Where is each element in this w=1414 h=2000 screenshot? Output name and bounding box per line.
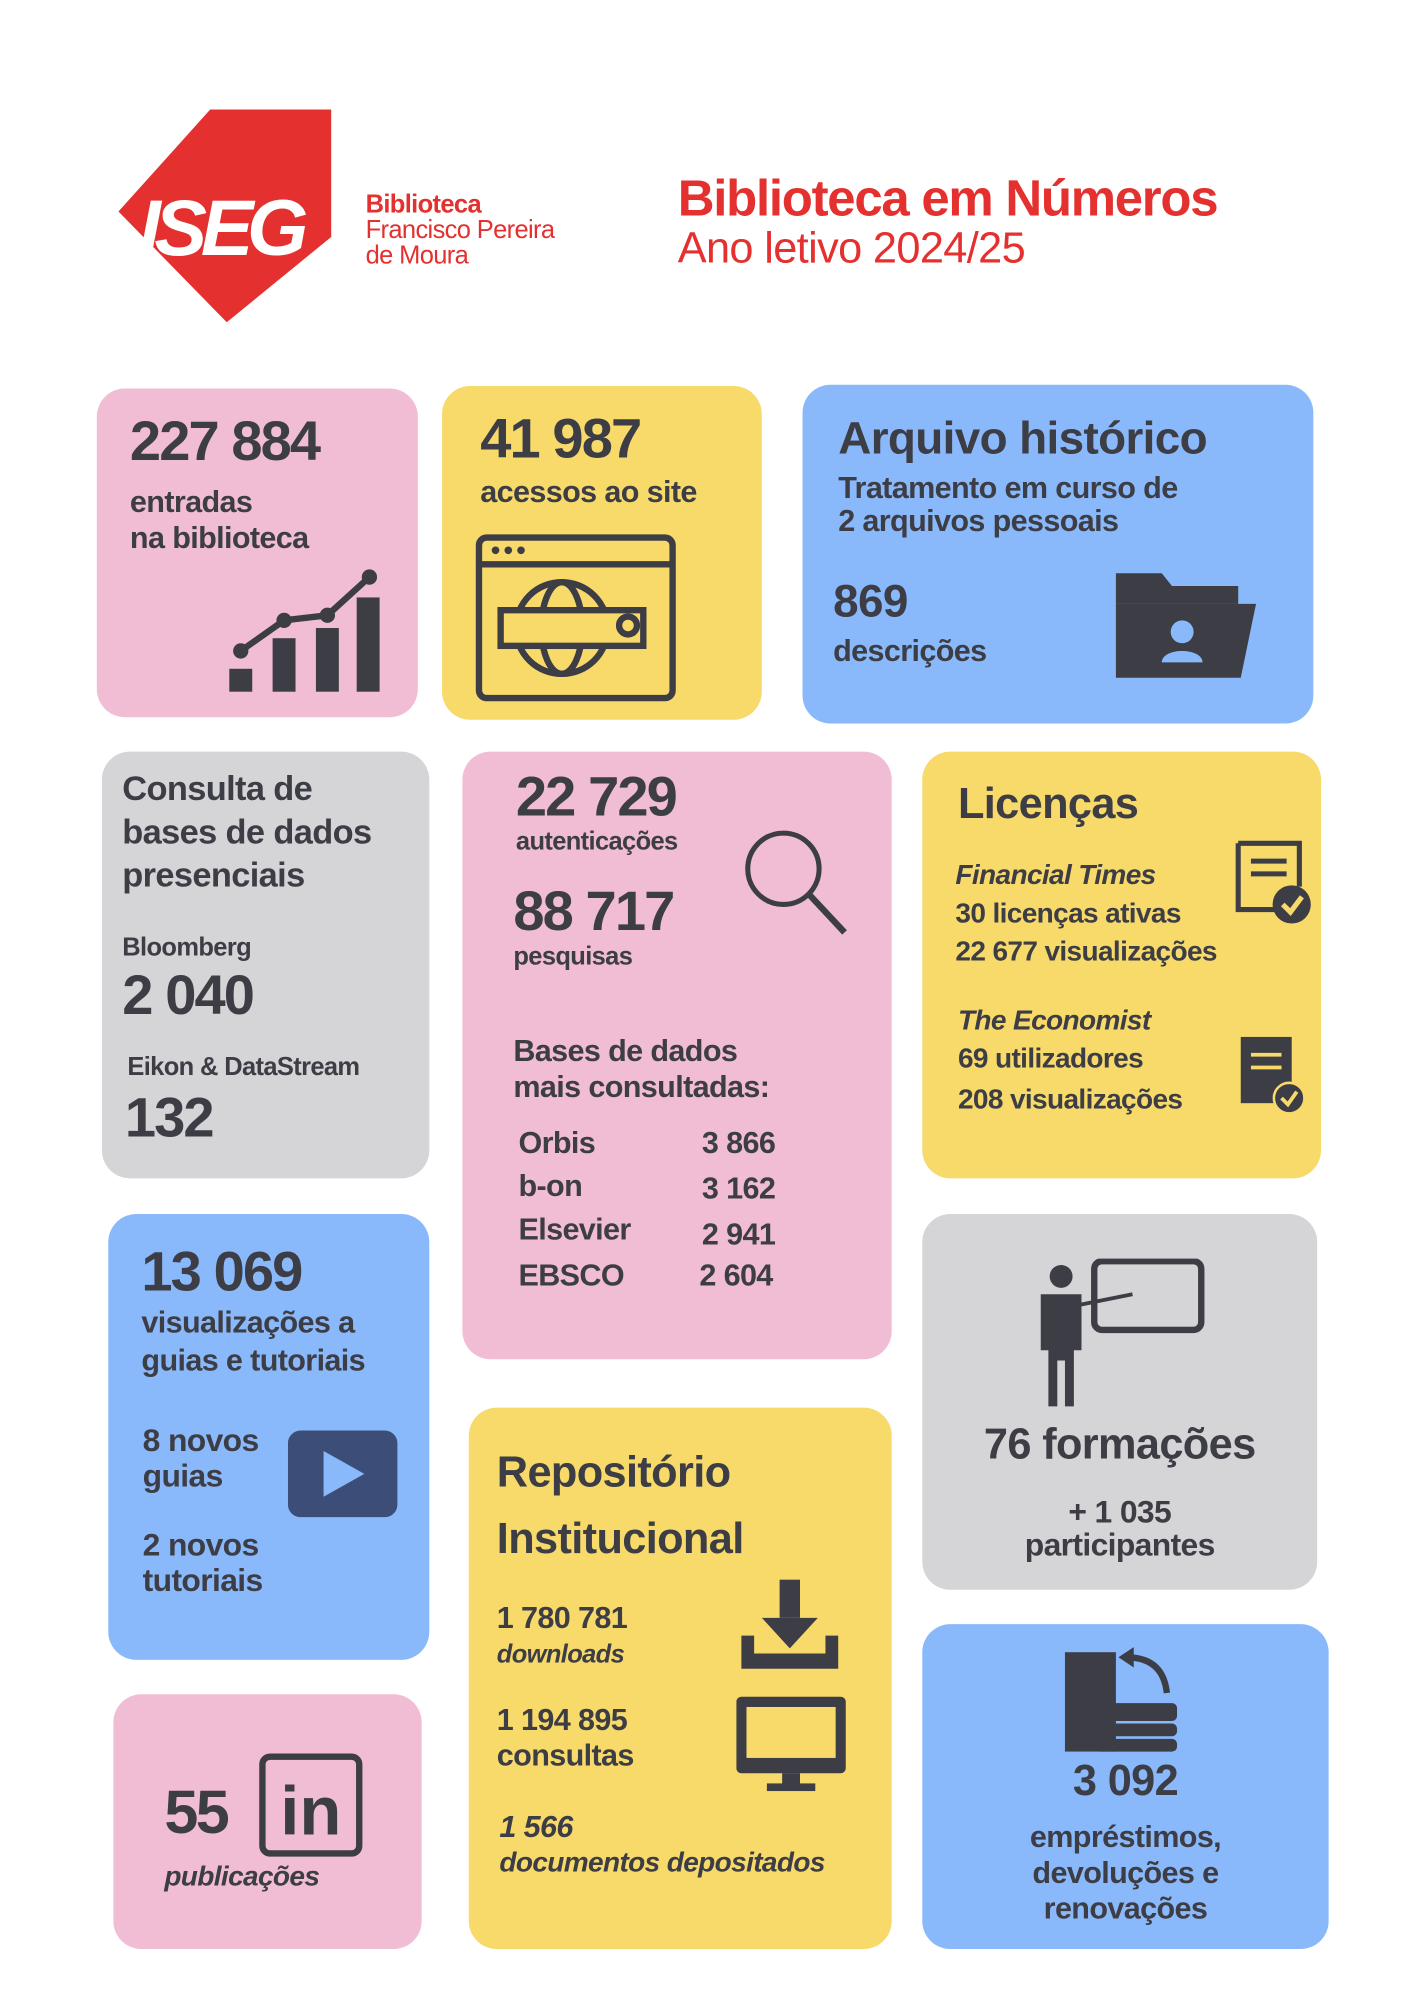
new-type: guias [142, 1458, 224, 1495]
logo: ISEG [118, 109, 332, 323]
subtitle: Ano letivo 2024/25 [677, 224, 1026, 273]
label: guias e tutoriais [141, 1343, 366, 1379]
text: Tratamento em curso de [838, 471, 1178, 506]
library-name: Biblioteca [365, 191, 482, 220]
label: acessos ao site [480, 475, 697, 510]
title: bases de dados [122, 812, 372, 851]
db-value: 2 941 [701, 1217, 776, 1253]
value: 1 780 781 [496, 1601, 628, 1636]
card-training: 76 formações + 1 035 participantes [922, 1213, 1318, 1590]
card-licences: Licenças Financial Times 30 licenças ati… [922, 751, 1322, 1179]
label: documentos depositados [499, 1845, 825, 1878]
licence-line: 22 677 visualizações [955, 935, 1217, 967]
new-count: 2 novos [142, 1527, 260, 1564]
library-name: de Moura [365, 242, 469, 271]
card-guides: 13 069 visualizações a guias e tutoriais… [108, 1213, 430, 1660]
value: 869 [833, 574, 908, 627]
value: 1 566 [499, 1810, 573, 1845]
value: 227 884 [129, 410, 321, 473]
value: 55 [164, 1779, 229, 1848]
licence-line: 30 licenças ativas [955, 896, 1181, 929]
db-name: Elsevier [518, 1212, 631, 1248]
top-title: Bases de dados [513, 1034, 738, 1069]
licence-icon [1235, 840, 1311, 924]
label: pesquisas [513, 942, 633, 971]
licence-name: Financial Times [955, 858, 1156, 891]
card-loans: 3 092 empréstimos, devoluções e renovaçõ… [922, 1624, 1329, 1950]
value: 3 092 [1072, 1756, 1179, 1806]
db-name: b-on [518, 1169, 583, 1204]
value: 76 formações [983, 1420, 1256, 1469]
label: downloads [496, 1640, 625, 1669]
card-site: 41 987 acessos ao site [442, 385, 762, 720]
item-value: 132 [124, 1086, 215, 1150]
chart-icon [229, 569, 380, 692]
top-title: mais consultadas: [513, 1070, 770, 1105]
value: 88 717 [513, 880, 675, 943]
label: visualizações a [141, 1305, 355, 1341]
db-value: 2 604 [699, 1258, 773, 1293]
card-searches: 22 729 autenticações 88 717 pesquisas Ba… [462, 751, 892, 1360]
value: 13 069 [141, 1240, 303, 1304]
card-repository: Repositório Institucional 1 780 781 down… [468, 1407, 892, 1950]
search-icon [745, 830, 847, 935]
item-value: 2 040 [122, 964, 255, 1027]
db-value: 3 162 [701, 1171, 776, 1207]
card-entries: 227 884 entradas na biblioteca [96, 388, 418, 718]
label: renovações [1043, 1891, 1208, 1927]
participants: + 1 035 [1068, 1494, 1172, 1530]
download-icon [736, 1579, 846, 1792]
label: publicações [164, 1859, 320, 1892]
label: descrições [833, 634, 987, 669]
folder-icon [1115, 573, 1257, 678]
title: presenciais [122, 856, 305, 895]
card-onsite: Consulta de bases de dados presenciais B… [101, 751, 430, 1179]
browser-icon [475, 534, 676, 702]
label: entradas [129, 485, 253, 520]
new-count: 8 novos [142, 1422, 260, 1459]
books-icon [1064, 1647, 1178, 1752]
title: Institucional [496, 1514, 744, 1564]
title: Consulta de [122, 769, 313, 808]
licence-icon [1240, 1036, 1306, 1115]
licence-line: 208 visualizações [957, 1082, 1183, 1115]
play-icon [287, 1430, 398, 1518]
value: 1 194 895 [496, 1703, 628, 1738]
db-name: Orbis [518, 1126, 596, 1161]
title: Arquivo histórico [838, 411, 1208, 464]
db-name: EBSCO [518, 1258, 625, 1293]
licence-name: The Economist [957, 1003, 1151, 1036]
label: consultas [496, 1738, 635, 1774]
library-name: Francisco Pereira [365, 216, 555, 245]
label: autenticações [515, 828, 678, 857]
label: empréstimos, [1029, 1820, 1222, 1855]
value: 41 987 [480, 407, 642, 471]
label: devoluções e [1032, 1856, 1219, 1891]
text: 2 arquivos pessoais [838, 504, 1119, 539]
title: Repositório [496, 1448, 731, 1497]
presenter-icon [1040, 1258, 1205, 1407]
card-linkedin: 55 in publicações [113, 1694, 422, 1950]
title: Licenças [957, 779, 1139, 829]
logo-text: ISEG [139, 184, 306, 272]
item-name: Eikon & DataStream [127, 1053, 360, 1082]
card-archive: Arquivo histórico Tratamento em curso de… [802, 384, 1314, 724]
participants: participantes [1024, 1527, 1216, 1564]
licence-line: 69 utilizadores [957, 1042, 1144, 1074]
label: na biblioteca [129, 521, 309, 556]
linkedin-icon: in [259, 1753, 363, 1857]
linkedin-text: in [280, 1772, 341, 1849]
db-value: 3 866 [701, 1126, 776, 1161]
new-type: tutoriais [142, 1563, 264, 1599]
title: Biblioteca em Números [677, 170, 1219, 227]
value: 22 729 [515, 765, 678, 829]
item-name: Bloomberg [122, 933, 252, 962]
